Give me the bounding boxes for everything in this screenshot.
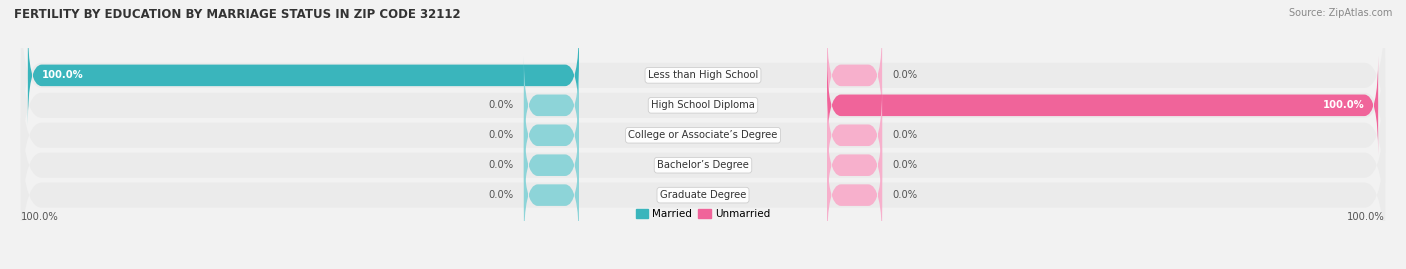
- Text: College or Associate’s Degree: College or Associate’s Degree: [628, 130, 778, 140]
- Text: 100.0%: 100.0%: [1323, 100, 1364, 110]
- FancyBboxPatch shape: [21, 58, 1385, 213]
- FancyBboxPatch shape: [21, 28, 1385, 183]
- FancyBboxPatch shape: [524, 116, 579, 214]
- Legend: Married, Unmarried: Married, Unmarried: [636, 209, 770, 219]
- Text: 0.0%: 0.0%: [893, 190, 918, 200]
- Text: 0.0%: 0.0%: [893, 130, 918, 140]
- FancyBboxPatch shape: [524, 86, 579, 184]
- Text: High School Diploma: High School Diploma: [651, 100, 755, 110]
- Text: 0.0%: 0.0%: [893, 160, 918, 170]
- Text: Source: ZipAtlas.com: Source: ZipAtlas.com: [1288, 8, 1392, 18]
- Text: 0.0%: 0.0%: [488, 160, 513, 170]
- FancyBboxPatch shape: [827, 146, 882, 244]
- FancyBboxPatch shape: [28, 26, 579, 125]
- FancyBboxPatch shape: [21, 88, 1385, 242]
- Text: 0.0%: 0.0%: [488, 130, 513, 140]
- FancyBboxPatch shape: [21, 118, 1385, 269]
- FancyBboxPatch shape: [21, 0, 1385, 153]
- FancyBboxPatch shape: [827, 56, 1378, 154]
- Text: 100.0%: 100.0%: [1347, 212, 1385, 222]
- FancyBboxPatch shape: [524, 146, 579, 244]
- Text: Less than High School: Less than High School: [648, 70, 758, 80]
- FancyBboxPatch shape: [827, 86, 882, 184]
- Text: 100.0%: 100.0%: [21, 212, 59, 222]
- Text: Bachelor’s Degree: Bachelor’s Degree: [657, 160, 749, 170]
- FancyBboxPatch shape: [827, 26, 882, 125]
- Text: 0.0%: 0.0%: [488, 100, 513, 110]
- FancyBboxPatch shape: [524, 56, 579, 154]
- FancyBboxPatch shape: [827, 116, 882, 214]
- Text: 100.0%: 100.0%: [42, 70, 83, 80]
- Text: FERTILITY BY EDUCATION BY MARRIAGE STATUS IN ZIP CODE 32112: FERTILITY BY EDUCATION BY MARRIAGE STATU…: [14, 8, 461, 21]
- Text: Graduate Degree: Graduate Degree: [659, 190, 747, 200]
- Text: 0.0%: 0.0%: [893, 70, 918, 80]
- Text: 0.0%: 0.0%: [488, 190, 513, 200]
